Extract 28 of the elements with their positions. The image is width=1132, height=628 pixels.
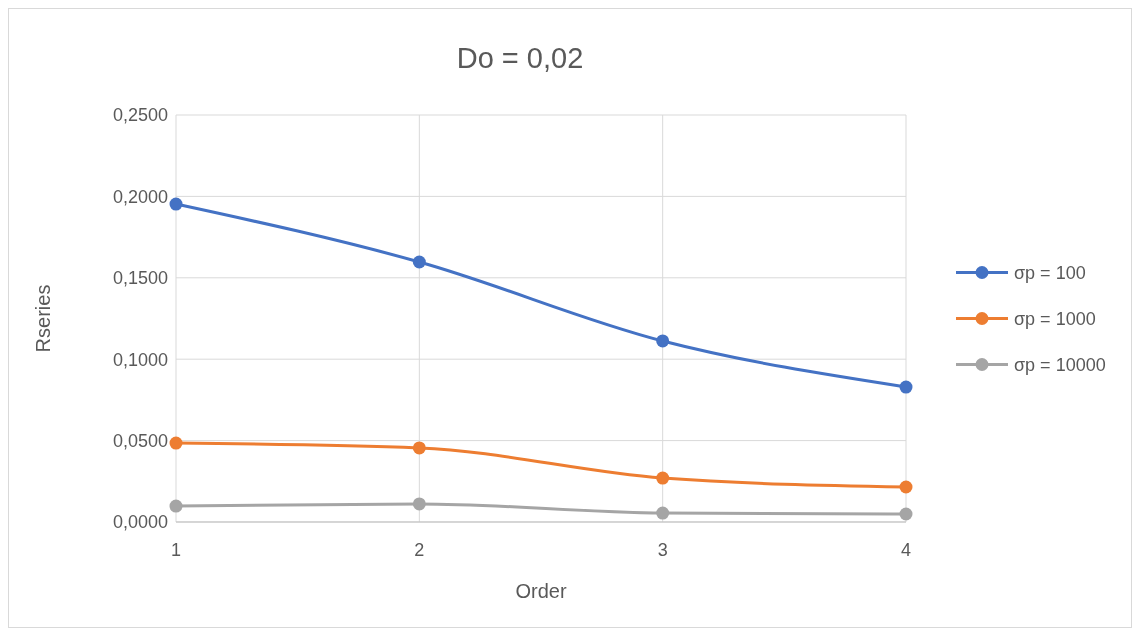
point: [412, 497, 426, 511]
legend-label: σp = 10000: [1014, 354, 1106, 375]
point: [412, 255, 426, 269]
legend-label: σp = 1000: [1014, 308, 1096, 329]
point: [169, 436, 183, 450]
point: [656, 471, 670, 485]
y-tick-label: 0,1000: [112, 349, 168, 370]
y-tick-label: 0,0500: [112, 430, 168, 451]
point: [899, 480, 913, 494]
y-axis-title: Rseries: [32, 284, 54, 353]
x-tick-label: 1: [170, 540, 182, 560]
x-tick-label: 3: [657, 540, 668, 560]
y-tick-label: 0,2500: [112, 105, 168, 126]
y-tick-label: 0,2000: [112, 186, 168, 207]
y-tick-label: 0,1500: [112, 268, 168, 289]
x-axis-title: Order: [515, 580, 567, 602]
point: [899, 507, 913, 521]
x-tick-label: 4: [900, 540, 912, 560]
x-tick-label: 2: [414, 540, 425, 560]
point: [169, 197, 183, 211]
chart-title: Do = 0,02: [456, 42, 584, 74]
point: [169, 499, 183, 513]
point: [656, 506, 670, 520]
legend-label: σp = 100: [1014, 262, 1086, 283]
y-tick-label: 0,0000: [112, 512, 168, 533]
point: [656, 334, 670, 348]
point: [899, 380, 913, 394]
point: [412, 441, 426, 455]
